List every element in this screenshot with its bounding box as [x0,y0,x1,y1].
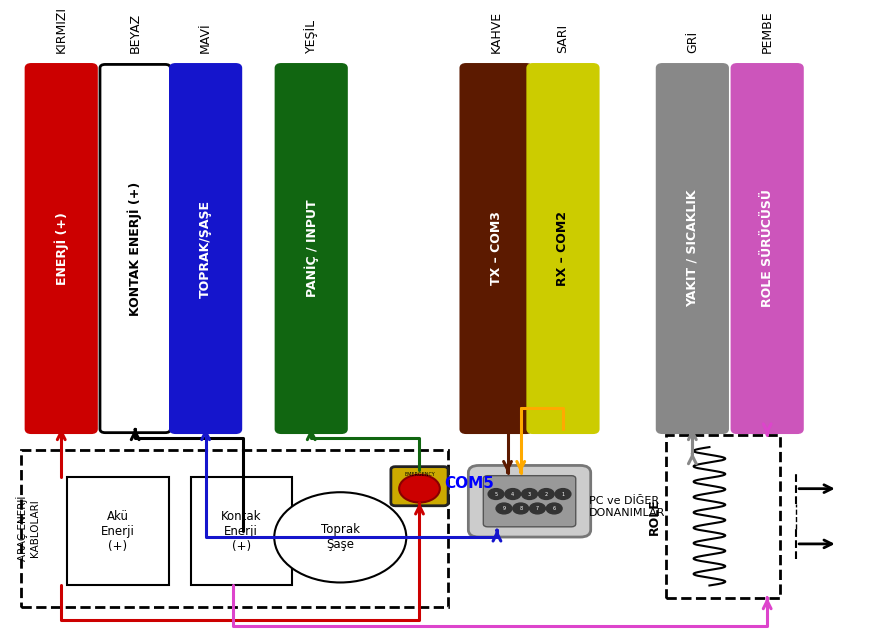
Text: YEŞİL: YEŞİL [305,19,318,53]
Circle shape [530,503,546,514]
Circle shape [488,489,504,499]
Text: 4: 4 [511,492,515,497]
FancyBboxPatch shape [276,64,346,433]
FancyBboxPatch shape [170,64,241,433]
Bar [67,477,169,585]
Bar [21,450,448,607]
Text: TX – COM3: TX – COM3 [489,212,502,286]
FancyBboxPatch shape [391,466,448,506]
Text: 9: 9 [502,506,505,511]
Text: YAKIT / SICAKLIK: YAKIT / SICAKLIK [686,190,698,307]
Text: 1: 1 [562,492,564,497]
FancyBboxPatch shape [468,465,591,537]
Text: 8: 8 [519,506,522,511]
FancyBboxPatch shape [528,64,598,433]
Text: PANİÇ / INPUT: PANİÇ / INPUT [304,200,319,297]
FancyBboxPatch shape [732,64,803,433]
Text: 5: 5 [494,492,498,497]
Text: SARI: SARI [556,24,570,53]
Text: COM5: COM5 [444,476,494,490]
FancyBboxPatch shape [461,64,532,433]
Circle shape [505,489,521,499]
Circle shape [275,492,406,583]
Text: Toprak
Şaşe: Toprak Şaşe [321,523,359,551]
Text: ROLE SÜRÜCÜSÜ: ROLE SÜRÜCÜSÜ [760,190,774,308]
Text: MAVİ: MAVİ [199,22,212,53]
Circle shape [399,475,440,502]
FancyBboxPatch shape [483,476,576,527]
Text: PEMBE: PEMBE [760,10,774,53]
FancyBboxPatch shape [100,64,170,433]
Text: PC ve DİĞER
DONANIMLAR: PC ve DİĞER DONANIMLAR [589,497,665,518]
Text: KIRMIZI: KIRMIZI [55,6,68,53]
Text: ARAÇ ENERJİ
KABLOLARI: ARAÇ ENERJİ KABLOLARI [16,495,40,561]
FancyBboxPatch shape [657,64,728,433]
Circle shape [513,503,529,514]
Text: 7: 7 [536,506,539,511]
Circle shape [522,489,538,499]
Text: ROLE: ROLE [647,498,660,535]
Text: 6: 6 [553,506,555,511]
Text: 3: 3 [528,492,531,497]
Bar [191,477,292,585]
Text: Akü
Enerji
(+): Akü Enerji (+) [101,510,135,553]
Text: Kontak
Enerji
(+): Kontak Enerji (+) [221,510,261,553]
Text: TOPRAK/ŞAŞE: TOPRAK/ŞAŞE [199,200,212,298]
Circle shape [539,489,555,499]
FancyBboxPatch shape [26,64,96,433]
Text: GRİ: GRİ [686,31,698,53]
Circle shape [496,503,512,514]
Circle shape [547,503,562,514]
Bar [666,435,781,597]
Text: KAHVE: KAHVE [489,11,502,53]
Text: EMERGENCY: EMERGENCY [404,472,434,477]
Circle shape [555,489,571,499]
Text: BEYAZ: BEYAZ [129,13,141,53]
Text: KONTAK ENERJİ (+): KONTAK ENERJİ (+) [128,181,142,315]
Text: 2: 2 [545,492,547,497]
Text: RX – COM2: RX – COM2 [556,211,570,286]
Text: ENERJİ (+): ENERJİ (+) [54,212,69,285]
